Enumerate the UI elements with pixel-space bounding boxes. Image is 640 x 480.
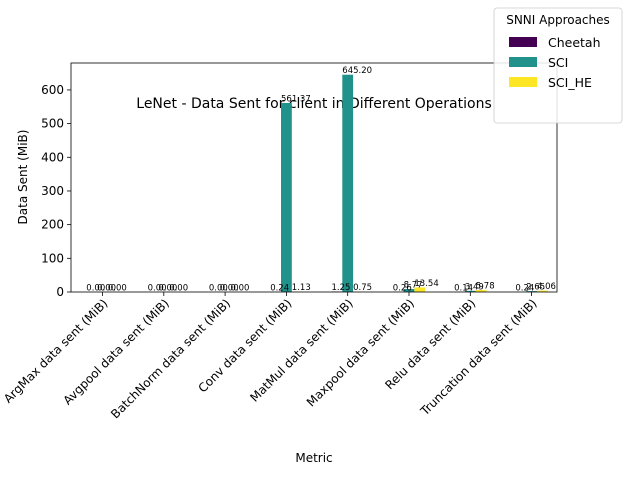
- bar-value-label: 3.49: [465, 282, 484, 292]
- y-tick-label: 500: [41, 117, 64, 131]
- bar-value-label: 0.00: [209, 284, 228, 294]
- legend-swatch-sci_he: [509, 77, 537, 87]
- y-tick-label: 200: [41, 218, 64, 232]
- bar-value-label: 0.24: [515, 283, 534, 293]
- legend-title: SNNI Approaches: [506, 13, 610, 27]
- bar-value-label: 0.00: [169, 284, 188, 294]
- bar-value-label: 1.13: [292, 283, 311, 293]
- y-axis: 0 100 200 300 400 500 600: [41, 83, 71, 299]
- y-tick-label: 300: [41, 184, 64, 198]
- chart-title: LeNet - Data Sent for client in Differen…: [136, 96, 491, 112]
- legend-label-sci: SCI: [548, 55, 568, 70]
- bar-sci_he-7: [537, 290, 548, 292]
- legend-label-sci_he: SCI_HE: [548, 75, 592, 90]
- bar-value-label: 561.37: [281, 94, 311, 104]
- bar-sci-4: [342, 74, 354, 292]
- y-tick-label: 600: [41, 83, 64, 97]
- bar-value-label: 0.75: [353, 283, 372, 293]
- legend: SNNI Approaches Cheetah SCI SCI_HE: [493, 7, 623, 124]
- bar-sci-3: [281, 102, 292, 292]
- bar-sci-7: [526, 291, 537, 292]
- x-tick-label: Truncation data sent (MiB): [417, 296, 540, 419]
- bar-value-label: 5.78: [476, 282, 495, 292]
- legend-frame: [493, 7, 623, 124]
- bar-value-label: 0.00: [97, 284, 116, 294]
- bar-value-label: 0.00: [148, 284, 167, 294]
- x-axis-label: Metric: [295, 451, 332, 465]
- bar-value-label: 645.20: [342, 66, 372, 76]
- x-tick-label: MatMul data sent (MiB): [247, 296, 355, 404]
- legend-items: Cheetah SCI SCI_HE: [509, 35, 601, 90]
- bar-value-label: 0.00: [86, 284, 105, 294]
- bar-value-label: 8.77: [404, 281, 423, 291]
- y-tick-label: 400: [41, 150, 64, 164]
- y-axis-label: Data Sent (MiB): [16, 130, 30, 225]
- y-tick-label: 0: [56, 285, 64, 299]
- bar-sci_he-6: [475, 290, 487, 292]
- legend-swatch-cheetah: [509, 37, 537, 47]
- bar-value-label: 0.00: [220, 284, 239, 294]
- bar-value-label: 0.24: [270, 283, 289, 293]
- x-tick-label: ArgMax data sent (MiB): [1, 296, 111, 406]
- bar-value-label: 0.26: [393, 283, 412, 293]
- y-tick-label: 100: [41, 251, 64, 265]
- x-tick-label: Avgpool data sent (MiB): [61, 296, 172, 407]
- bar-value-label: 2.65: [526, 283, 545, 293]
- bar-value-label: 0.00: [231, 284, 250, 294]
- bar-labels-group: 0.00 0.00 0.00 0.24 1.25 0.26 0.14 0.240.00 0.00…: [86, 66, 556, 293]
- bar-sci_he-5: [414, 287, 426, 292]
- bar-sci-6: [464, 290, 476, 292]
- bar-value-label: 0.00: [158, 284, 177, 294]
- x-tick-label: BatchNorm data sent (MiB): [108, 296, 233, 421]
- plot-frame: [70, 62, 558, 293]
- x-tick-label: Maxpool data sent (MiB): [304, 296, 417, 409]
- legend-label-cheetah: Cheetah: [548, 35, 601, 50]
- bar-value-label: 1.25: [332, 283, 351, 293]
- bar-sci-5: [403, 289, 415, 292]
- bar-value-label: 4.06: [537, 282, 556, 292]
- x-axis: ArgMax data sent (MiB)Avgpool data sent …: [1, 292, 540, 421]
- bar-value-label: 0.00: [108, 284, 127, 294]
- bar-value-label: 0.14: [454, 283, 473, 293]
- legend-swatch-sci: [509, 57, 537, 67]
- bar-value-label: 13.54: [414, 279, 438, 289]
